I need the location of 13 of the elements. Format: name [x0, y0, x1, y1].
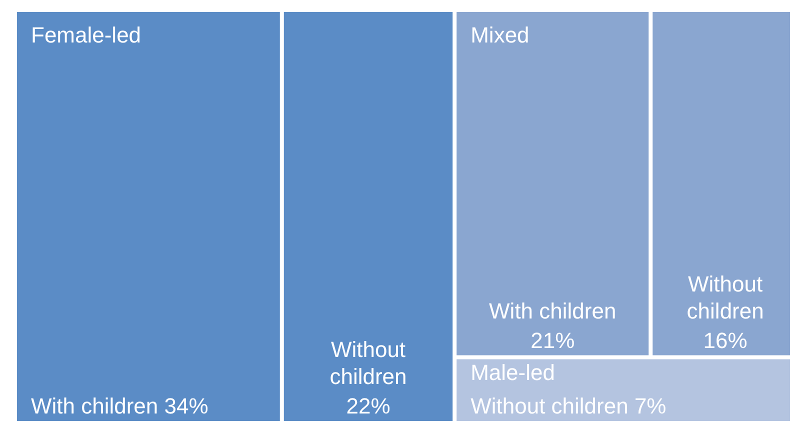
- data-label: 34%: [164, 394, 208, 418]
- text: Mixed: [470, 22, 530, 48]
- category-label: With children: [31, 394, 158, 418]
- data-label: 22%: [346, 394, 390, 418]
- text: Female-led: [31, 22, 142, 48]
- data-label: 16%: [703, 328, 748, 353]
- category-label: Without children: [330, 337, 407, 389]
- category-label: Without children: [686, 271, 764, 324]
- text: Male-led: [470, 360, 555, 385]
- category-label: With children: [489, 298, 616, 324]
- data-label: 7%: [634, 394, 666, 418]
- category-label: Without children: [470, 394, 628, 418]
- data-label: 21%: [530, 328, 575, 353]
